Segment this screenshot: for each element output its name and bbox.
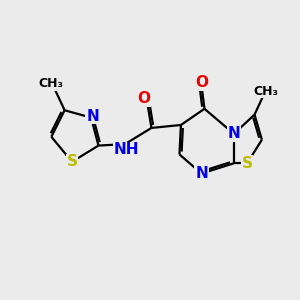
Text: S: S bbox=[67, 154, 77, 169]
Text: O: O bbox=[195, 75, 208, 90]
Text: N: N bbox=[195, 166, 208, 181]
Text: S: S bbox=[242, 156, 253, 171]
Text: N: N bbox=[227, 126, 240, 141]
Text: CH₃: CH₃ bbox=[39, 77, 64, 90]
Text: O: O bbox=[138, 91, 151, 106]
Text: N: N bbox=[86, 109, 99, 124]
Text: NH: NH bbox=[114, 142, 139, 158]
Text: CH₃: CH₃ bbox=[254, 85, 279, 98]
